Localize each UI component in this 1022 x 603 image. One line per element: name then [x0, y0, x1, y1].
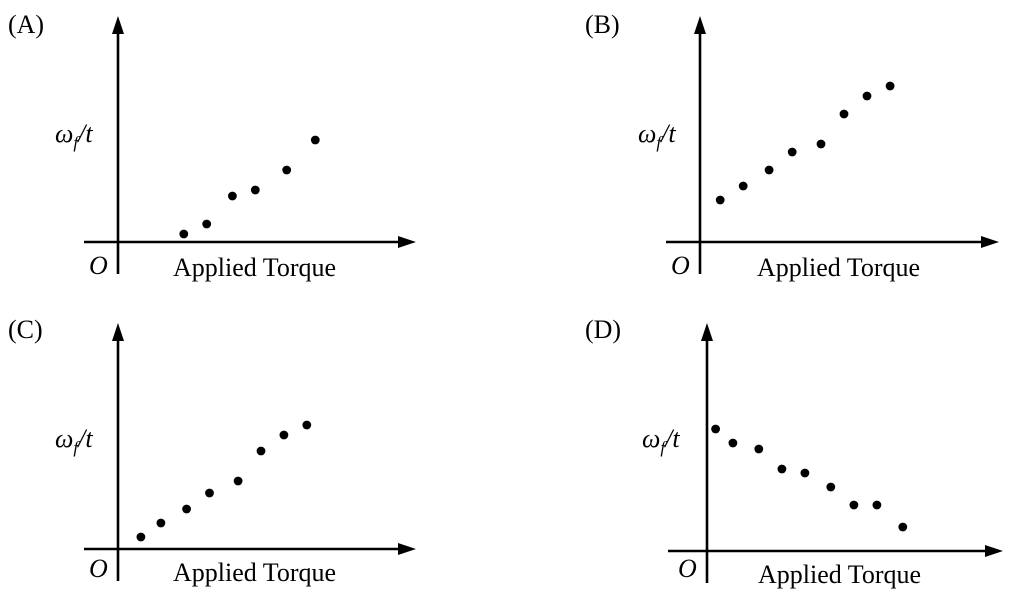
- data-point-6: [826, 482, 836, 492]
- data-point-2: [728, 438, 738, 448]
- panel-label: (D): [585, 315, 621, 344]
- y-axis-arrow: [112, 323, 124, 341]
- data-points: [711, 424, 908, 532]
- y-axis-label-tail: /t: [659, 119, 676, 148]
- data-point-3: [182, 504, 192, 514]
- y-axis-label-tail: /t: [76, 424, 93, 453]
- y-axis-label-main: ω: [55, 424, 73, 453]
- panel-c: (C) O Applied Torque ωf/t: [8, 315, 416, 587]
- y-axis-label: ωf/t: [638, 119, 676, 152]
- y-axis-label-subscript: f: [660, 438, 667, 457]
- data-point-2: [156, 518, 166, 528]
- data-point-4: [777, 464, 787, 474]
- data-point-3: [228, 191, 237, 201]
- data-point-8: [885, 81, 895, 91]
- data-point-5: [800, 468, 810, 478]
- y-axis-arrow: [701, 323, 713, 341]
- panel-a: (A) O Applied Torque ωf/t: [8, 10, 416, 282]
- x-axis-label: Applied Torque: [758, 560, 921, 589]
- data-point-1: [136, 532, 146, 542]
- data-point-8: [872, 500, 882, 510]
- data-point-3: [754, 444, 764, 454]
- data-point-1: [715, 195, 725, 205]
- data-points: [179, 135, 320, 239]
- y-axis-label: ωf/t: [55, 424, 93, 457]
- data-points: [136, 420, 312, 542]
- data-point-4: [205, 488, 214, 498]
- panel-label: (B): [585, 10, 620, 39]
- origin-label: O: [678, 554, 697, 583]
- x-axis-label: Applied Torque: [173, 558, 336, 587]
- panel-label: (C): [8, 315, 43, 344]
- y-axis-label-tail: /t: [76, 119, 93, 148]
- y-axis-label-tail: /t: [663, 424, 680, 453]
- data-point-7: [849, 500, 859, 510]
- data-point-4: [787, 147, 797, 157]
- y-axis-arrow: [694, 16, 706, 34]
- y-axis-label: ωf/t: [55, 119, 93, 152]
- origin-label: O: [89, 251, 108, 280]
- panel-b: (B) O Applied Torque ωf/t: [585, 10, 999, 282]
- data-point-5: [233, 476, 243, 486]
- data-point-5: [816, 139, 826, 149]
- data-point-9: [898, 522, 908, 532]
- x-axis-arrow: [981, 236, 999, 248]
- x-axis-arrow: [985, 545, 1003, 557]
- data-point-7: [279, 430, 289, 440]
- data-point-6: [839, 109, 849, 119]
- y-axis-arrow: [112, 16, 124, 34]
- x-axis-arrow: [398, 543, 416, 555]
- x-axis-label: Applied Torque: [757, 253, 920, 282]
- data-point-1: [179, 229, 189, 239]
- panel-label: (A): [8, 10, 44, 39]
- x-axis-label: Applied Torque: [173, 253, 336, 282]
- y-axis-label-subscript: f: [656, 133, 663, 152]
- y-axis-label-main: ω: [642, 424, 660, 453]
- data-points: [715, 81, 895, 205]
- data-point-4: [250, 185, 260, 195]
- data-point-7: [862, 91, 872, 101]
- panel-d: (D) O Applied Torque ωf/t: [585, 315, 1003, 589]
- data-point-8: [302, 420, 312, 430]
- data-point-2: [738, 181, 748, 191]
- data-point-6: [310, 135, 320, 145]
- y-axis-label-subscript: f: [73, 438, 80, 457]
- origin-label: O: [671, 251, 690, 280]
- y-axis-label: ωf/t: [642, 424, 680, 457]
- data-point-6: [256, 446, 266, 456]
- y-axis-label-subscript: f: [73, 133, 80, 152]
- data-point-3: [764, 165, 774, 175]
- data-point-2: [202, 219, 212, 229]
- origin-label: O: [89, 554, 108, 583]
- y-axis-label-main: ω: [638, 119, 656, 148]
- data-point-1: [711, 424, 720, 434]
- data-point-5: [282, 165, 292, 175]
- x-axis-arrow: [398, 236, 416, 248]
- y-axis-label-main: ω: [55, 119, 73, 148]
